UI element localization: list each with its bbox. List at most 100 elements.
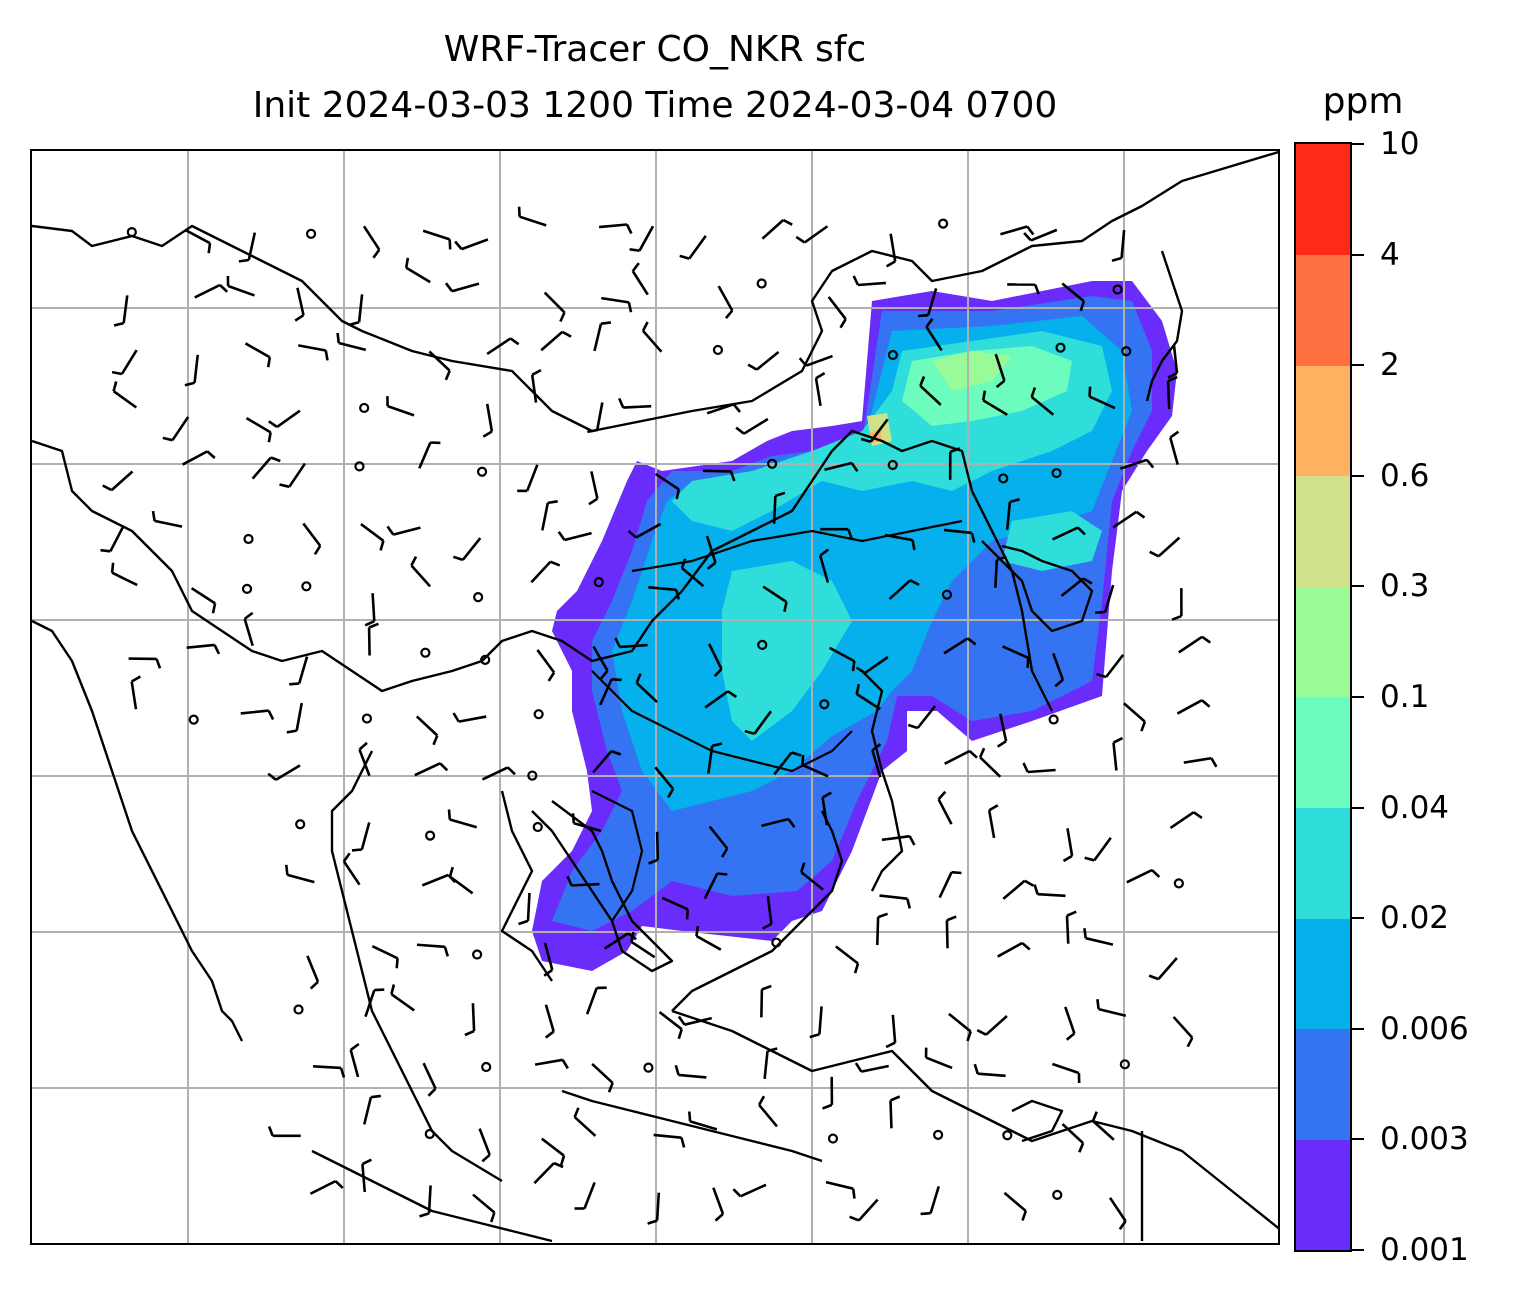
wind-barb-flag (795, 235, 806, 244)
wind-barb-flag (266, 357, 272, 368)
wind-barb-staff (708, 825, 729, 850)
wind-barb-flag (851, 1188, 856, 1199)
wind-barb-staff (591, 1062, 614, 1084)
wind-barb-flag (447, 809, 452, 820)
wind-barb-staff (985, 1015, 1008, 1036)
wind-barb-flag (996, 555, 1007, 562)
wind-barb-staff (296, 287, 305, 316)
wind-barb-flag (1149, 550, 1160, 558)
wind-barb-staff (458, 715, 487, 723)
wind-barb-staff (598, 223, 628, 229)
wind-barb-staff (1176, 699, 1203, 715)
calm-wind-circle (425, 830, 436, 841)
wind-barb-staff (743, 417, 769, 435)
colorbar-tick (1352, 253, 1364, 256)
wind-barb-staff (925, 1056, 953, 1070)
wind-barb-flag (349, 1042, 360, 1051)
colorbar-segment (1296, 365, 1350, 477)
wind-barb-staff (1126, 868, 1153, 884)
wind-barb-flag (1076, 526, 1086, 536)
wind-barb-flag (1118, 1220, 1127, 1231)
calm-wind-circle (424, 1128, 435, 1140)
wind-barb-staff (998, 713, 1008, 742)
calm-wind-circle (593, 577, 604, 588)
calm-wind-circle (301, 581, 312, 592)
colorbar-tick-label: 10 (1380, 126, 1420, 162)
wind-barb-staff (638, 225, 655, 252)
wind-barb-staff (814, 377, 822, 407)
colorbar-tick-label: 4 (1380, 236, 1400, 273)
wind-barb-staff (1178, 635, 1203, 654)
colorbar-tick (1352, 1027, 1364, 1030)
wind-barb-staff (1092, 1120, 1115, 1141)
wind-barb-flag (267, 772, 277, 781)
colorbar-tick (1352, 1138, 1364, 1141)
wind-barb-flag (853, 963, 860, 974)
wind-barb-flag (871, 743, 882, 752)
wind-barb-staff (929, 1186, 941, 1214)
wind-barb-flag (268, 420, 278, 428)
wind-barb-flag (600, 321, 612, 325)
colorbar-tick (1352, 1249, 1364, 1251)
wind-barb-staff (1105, 654, 1125, 678)
wind-barb-staff (428, 350, 451, 372)
calm-wind-circle (827, 1133, 839, 1144)
colorbar-tick-label: 0.6 (1380, 457, 1430, 494)
wind-barb-flag (688, 1111, 692, 1122)
wind-barb-staff (485, 403, 494, 432)
wind-barb-flag (855, 683, 861, 695)
wind-barb-staff (857, 1198, 879, 1222)
wind-barb-flag (757, 1095, 766, 1106)
wind-barb-flag (543, 968, 554, 977)
wind-barb-staff (630, 940, 656, 959)
wind-barb-flag (379, 540, 385, 551)
wind-barb-staff (530, 374, 538, 403)
calm-wind-circle (1112, 284, 1123, 295)
calm-wind-circle (941, 589, 953, 600)
colorbar-segment (1296, 1139, 1350, 1251)
wind-barb-flag (966, 1031, 972, 1042)
calm-wind-circle (532, 821, 543, 833)
wind-barb-staff (364, 989, 376, 1018)
wind-barb-staff (112, 390, 138, 409)
colorbar-tick-label: 0.3 (1380, 568, 1430, 605)
wind-barb-staff (595, 402, 604, 431)
wind-barb-flag (444, 282, 454, 292)
wind-barb-staff (997, 941, 1023, 958)
wind-barb-staff (371, 945, 399, 960)
wind-barb-flag (452, 712, 460, 723)
wind-barb-flag (1091, 1111, 1098, 1122)
wind-barb-flag (680, 558, 687, 569)
wind-barb-staff (110, 470, 134, 492)
wind-barb-flag (855, 666, 866, 675)
wind-barb-staff (773, 751, 793, 776)
wind-barb-flag (267, 432, 272, 443)
wind-barb-flag (1033, 884, 1039, 895)
wind-barb-staff (635, 522, 662, 539)
wind-barb-staff (855, 692, 881, 711)
wind-barb-staff (1027, 768, 1056, 774)
calm-wind-circle (1121, 346, 1132, 357)
wind-barb-staff (451, 282, 480, 293)
wind-barb-staff (884, 533, 913, 542)
wind-barb-flag (724, 309, 734, 320)
wind-barb-flag (648, 858, 659, 865)
wind-barb-flag (364, 620, 375, 627)
wind-barb-staff (111, 571, 138, 587)
wind-barb-staff (171, 416, 190, 441)
wind-barb-staff (653, 1133, 682, 1139)
wind-barb-flag (506, 766, 516, 776)
wind-barb-flag (774, 491, 786, 498)
wind-barb-staff (194, 283, 221, 299)
tracer-contour-fill (722, 561, 852, 741)
tracer-field (532, 281, 1177, 971)
wind-barb-flag (1171, 614, 1182, 621)
wind-barb-flag (988, 804, 999, 812)
wind-barb-staff (338, 341, 367, 352)
wind-barb-flag (1169, 430, 1180, 439)
wind-barb-staff (357, 294, 364, 323)
wind-barb-staff (461, 238, 489, 251)
wind-barb-flag (735, 426, 745, 435)
wind-barb-staff (481, 766, 509, 781)
wind-barb-staff (295, 702, 304, 731)
